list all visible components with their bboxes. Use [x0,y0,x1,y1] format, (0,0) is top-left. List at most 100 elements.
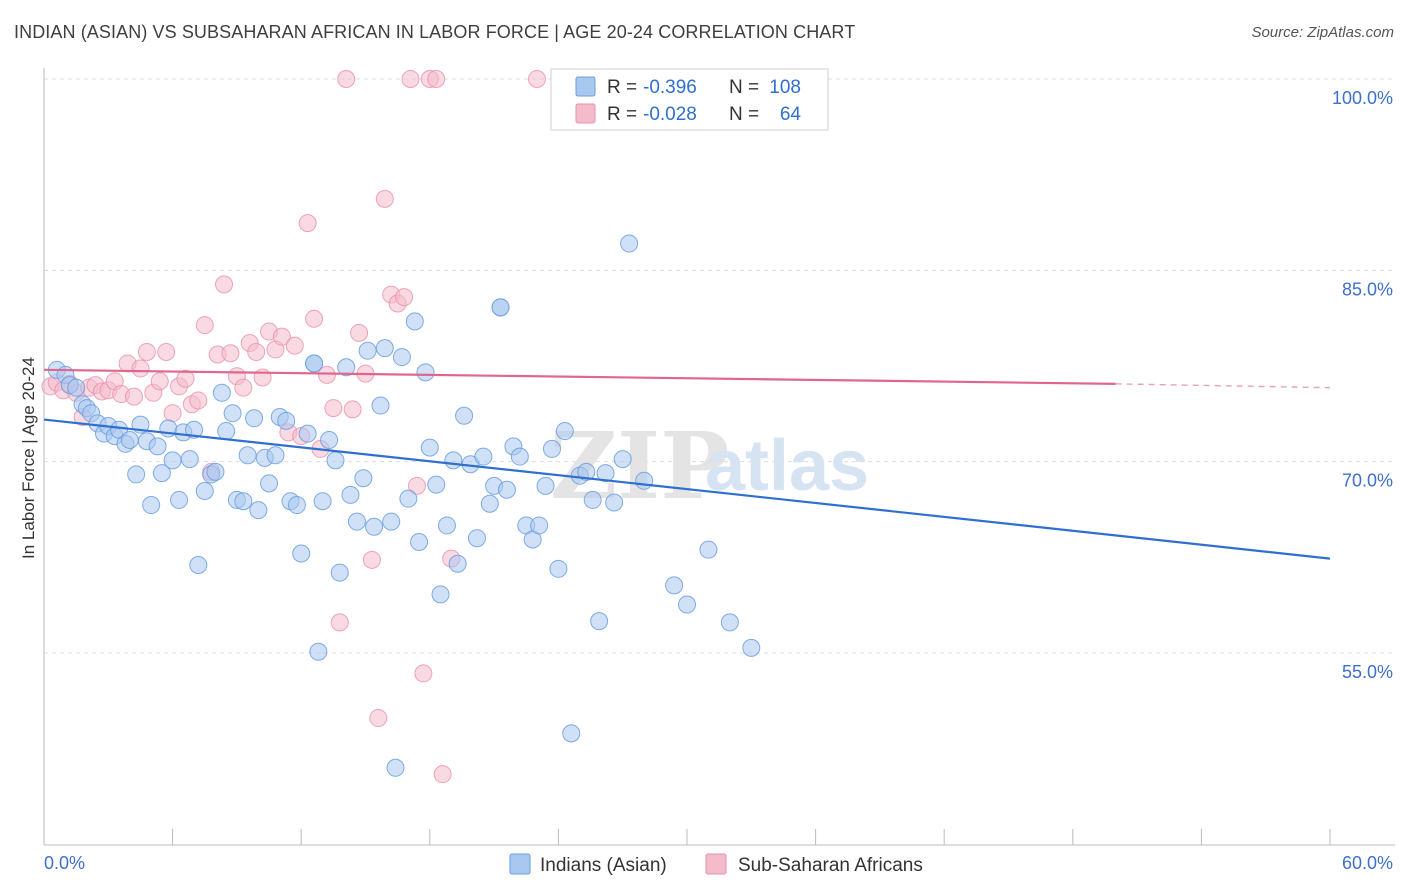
indian-point-61 [382,512,401,531]
indian-point-14 [127,465,146,484]
indian-trend-line [43,418,1331,560]
indian-point-107 [305,354,324,373]
indian-point-39 [260,474,279,493]
indian-point-89 [549,559,568,578]
gridlines [44,78,1395,654]
sub-saharan-point-43 [317,365,336,384]
sub-saharan-point-57 [407,476,426,495]
series-legend-label-1: Indians (Asian) [540,855,667,876]
y-axis-title: In Labor Force | Age 20-24 [19,357,38,559]
sub-saharan-point-61 [433,765,452,784]
x-tick-label-1: 60.0% [1342,853,1393,873]
stats-n-value-2: 64 [780,104,802,125]
indian-point-101 [665,576,684,595]
sub-saharan-point-44 [324,399,343,418]
indian-point-50 [320,430,339,449]
indian-point-40 [266,446,285,465]
indian-point-48 [309,642,328,661]
stats-r-label-1: R = [607,77,637,98]
indian-point-51 [326,451,345,470]
chart-title: INDIAN (ASIAN) VS SUBSAHARAN AFRICAN IN … [14,22,856,42]
indian-point-94 [583,490,602,509]
indian-point-65 [405,312,424,331]
indian-point-83 [510,447,529,466]
indian-point-100 [635,471,654,490]
y-tick-label-0: 100.0% [1332,88,1393,108]
sub-saharan-point-17 [150,372,169,391]
sub-saharan-point-30 [234,378,253,397]
indian-point-70 [431,585,450,604]
stats-legend-box [550,68,829,131]
indian-point-3 [67,378,86,397]
axes [43,68,1395,846]
sub-saharan-point-60 [427,70,446,88]
indian-point-102 [678,595,696,614]
stats-n-label-2: N = [729,104,759,125]
stats-legend-swatch-1 [575,76,596,97]
watermark-zip: ZIP [550,412,729,520]
sub-saharan-point-63 [527,70,546,88]
indian-point-86 [530,516,549,535]
x-tick-label-0: 0.0% [44,853,85,873]
sub-saharan-point-36 [272,327,291,346]
sub-saharan-point-50 [362,550,381,569]
indian-point-104 [720,613,739,632]
indian-point-53 [337,358,356,377]
trend-lines [43,368,1331,560]
indian-point-91 [562,724,581,743]
indian-point-67 [416,363,435,382]
indian-point-69 [427,475,446,494]
indian-point-106 [491,298,510,317]
indian-point-64 [399,489,418,508]
indian-point-88 [542,439,561,458]
indian-point-96 [596,464,615,483]
sub-saharan-point-45 [330,613,349,632]
indian-point-52 [330,563,349,582]
indian-point-18 [148,437,167,456]
y-tick-label-2: 70.0% [1342,471,1393,491]
sub-saharan-point-55 [395,288,414,307]
sub-saharan-point-27 [215,275,234,294]
sub-saharan-point-48 [350,323,369,342]
indian-point-57 [358,341,377,360]
indian-point-76 [467,529,486,548]
sub-saharan-trend-line [43,368,1116,385]
series-legend-swatch-2 [705,853,727,875]
sub-saharan-point-24 [195,316,214,335]
indian-point-17 [142,496,161,515]
sub-saharan-point-52 [375,189,394,208]
sub-saharan-point-40 [298,214,317,233]
stats-n-label-1: N = [729,77,759,98]
indian-point-45 [292,544,311,563]
stats-r-value-1: -0.396 [643,77,697,98]
sub-saharan-point-18 [157,342,176,361]
indian-point-74 [455,406,474,425]
indian-point-99 [620,234,639,253]
indian-point-30 [212,383,231,402]
stats-legend: R = -0.396 N = 108 R = -0.028 N = 64 [550,68,829,131]
indian-point-73 [448,554,467,573]
indian-point-71 [437,516,456,535]
series-legend-label-2: Sub-Saharan Africans [738,855,923,876]
y-tick-label-3: 55.0% [1342,662,1393,682]
indian-point-90 [555,422,574,441]
indian-point-27 [195,482,214,501]
indian-point-56 [354,469,373,488]
indian-point-105 [742,638,761,657]
series-legend: Indians (Asian) Sub-Saharan Africans [509,853,923,876]
stats-r-value-2: -0.028 [643,104,697,125]
indian-point-58 [365,517,384,536]
indian-point-34 [234,492,253,511]
indian-point-37 [249,501,268,520]
source-label: Source: ZipAtlas.com [1251,24,1394,41]
indian-point-81 [497,480,516,499]
indian-point-62 [386,758,405,777]
indian-point-77 [474,447,493,466]
x-tick-labels: 0.0% 60.0% [44,853,1393,873]
sub-saharan-point-51 [369,709,388,728]
indian-point-68 [420,438,439,457]
indian-point-55 [347,512,366,531]
indian-point-42 [277,411,296,430]
indian-point-31 [217,422,236,441]
